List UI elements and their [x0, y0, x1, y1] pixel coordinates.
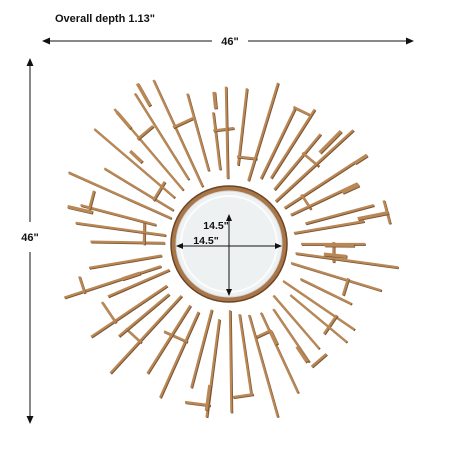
- frame-accent-bar: [353, 153, 368, 165]
- width-arrow-left: [42, 37, 50, 45]
- frame-ray: [93, 128, 176, 199]
- frame-ray: [247, 314, 279, 418]
- frame-ray: [68, 171, 172, 220]
- frame-ray: [75, 221, 166, 237]
- width-arrow-right: [406, 37, 414, 45]
- frame-ray-shadow: [91, 285, 169, 339]
- frame-ray-shadow: [147, 305, 193, 375]
- frame-ray: [269, 108, 316, 179]
- mirror-width-arrow-right: [275, 243, 282, 249]
- frame-ray: [274, 129, 354, 203]
- frame-ray: [305, 204, 375, 225]
- frame-accent-bar: [295, 345, 309, 363]
- frame-ray: [228, 310, 233, 413]
- frame-ray-shadow: [284, 161, 357, 210]
- frame-crossbar: [236, 155, 257, 160]
- frame-ray: [236, 88, 248, 166]
- frame-ray: [152, 79, 204, 187]
- frame-crossbar: [292, 105, 310, 116]
- frame-accent-bar: [67, 204, 93, 214]
- frame-ray: [146, 304, 192, 374]
- frame-ray: [103, 167, 174, 212]
- frame-ray: [80, 204, 157, 226]
- overall-depth-label: Overall depth 1.13": [55, 13, 155, 25]
- height-arrow-bottom: [26, 416, 34, 424]
- frame-accent-bar: [121, 271, 141, 281]
- frame-ray: [299, 277, 352, 305]
- frame-crossbar: [322, 314, 338, 335]
- frame-ray: [273, 133, 322, 191]
- frame-ray: [282, 279, 356, 331]
- frame-accent-bar: [268, 330, 279, 346]
- frame-ray: [90, 284, 168, 338]
- frame-ray: [118, 293, 170, 338]
- frame-crossbar: [100, 301, 117, 324]
- overall-width-label: 46": [221, 36, 238, 48]
- frame-ray: [88, 254, 162, 269]
- frame-crossbar: [213, 126, 234, 132]
- frame-accent-bar: [341, 183, 360, 194]
- sunburst-frame: [63, 79, 399, 419]
- overall-width-dimension: [42, 37, 414, 45]
- frame-ray: [212, 112, 222, 170]
- frame-ray: [290, 182, 358, 216]
- frame-ray: [186, 93, 210, 171]
- frame-ray: [259, 312, 299, 394]
- frame-ray: [190, 309, 213, 388]
- frame-ray-shadow: [270, 109, 317, 180]
- frame-accent-bar: [357, 211, 389, 221]
- frame-accent-bar: [204, 384, 212, 411]
- frame-crossbar: [163, 330, 188, 343]
- frame-crossbar: [310, 353, 328, 368]
- overall-height-dimension: [26, 58, 34, 424]
- frame-ray-shadow: [118, 294, 171, 338]
- frame-ray: [259, 108, 296, 180]
- frame-ray-shadow: [110, 295, 184, 375]
- frame-ray: [107, 268, 170, 298]
- frame-ray: [295, 252, 399, 269]
- overall-height-label: 46": [21, 232, 38, 244]
- frame-accent-bar: [115, 110, 132, 130]
- mirror-height-label: 14.5": [203, 220, 228, 232]
- frame-crossbar: [254, 329, 272, 339]
- mirror-height-arrow-bottom: [226, 289, 232, 296]
- frame-ray: [290, 261, 382, 292]
- frame-crossbar: [152, 180, 166, 202]
- frame-accent-bar: [323, 252, 347, 259]
- mirror-width-label: 14.5": [193, 235, 218, 247]
- frame-ray: [247, 82, 280, 181]
- frame-accent-bar: [212, 91, 218, 109]
- frame-ray: [238, 314, 253, 396]
- frame-ray: [63, 265, 162, 299]
- frame-accent-bar: [318, 129, 343, 154]
- frame-ray: [90, 240, 165, 244]
- frame-ray: [283, 161, 356, 209]
- mirror-height-arrow-top: [226, 214, 232, 221]
- frame-ray: [224, 86, 229, 179]
- frame-crossbar: [87, 190, 96, 210]
- frame-accent-bar: [129, 149, 144, 164]
- frame-crossbar: [172, 116, 194, 129]
- frame-crossbar: [78, 276, 86, 294]
- frame-crossbar: [136, 124, 154, 141]
- frame-crossbar: [341, 277, 350, 296]
- frame-ray: [159, 311, 200, 399]
- frame-ray: [109, 294, 183, 374]
- mirror-dimension-lines: [176, 214, 282, 296]
- frame-accent-bar: [135, 82, 152, 107]
- frame-ray: [272, 294, 320, 350]
- frame-ray-shadow: [274, 134, 323, 192]
- mirror-width-arrow-left: [176, 243, 183, 249]
- frame-ray: [289, 294, 348, 343]
- frame-ray: [293, 220, 365, 235]
- height-arrow-top: [26, 58, 34, 66]
- frame-ray: [133, 92, 190, 181]
- frame-ray-shadow: [275, 130, 355, 203]
- frame-crossbar: [232, 392, 254, 399]
